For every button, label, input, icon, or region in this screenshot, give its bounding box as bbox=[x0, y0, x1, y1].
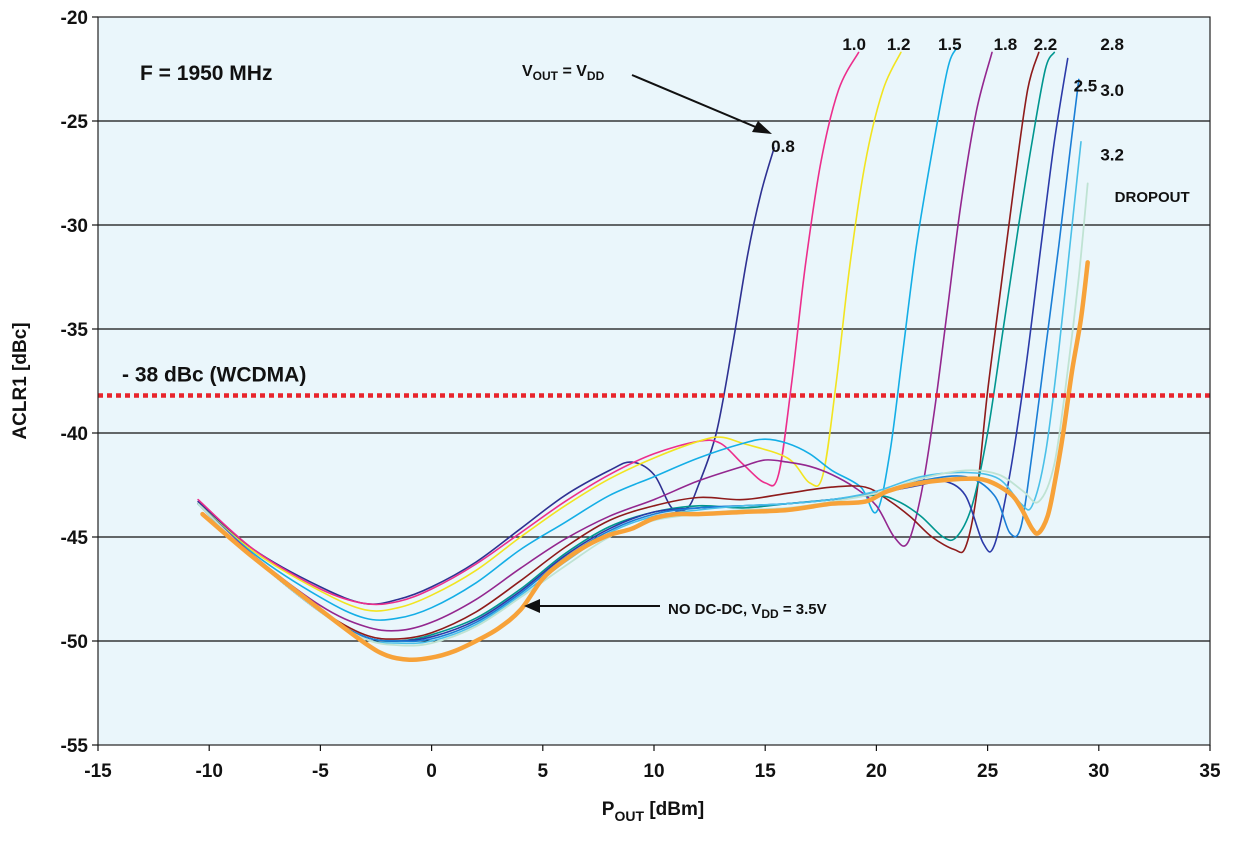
series-line-2 bbox=[197, 51, 902, 612]
vout-annotation: VOUT = VDD bbox=[522, 63, 605, 83]
vout-sub-out: OUT bbox=[533, 69, 559, 83]
x-axis-title: POUT [dBm] bbox=[602, 799, 704, 824]
series-lines bbox=[197, 47, 1090, 663]
series-label-1: 1.0 bbox=[842, 35, 866, 54]
y-tick-label-4: -40 bbox=[61, 424, 88, 445]
limit-line-label: - 38 dBc (WCDMA) bbox=[122, 364, 306, 387]
series-label-0: 0.8 bbox=[771, 137, 795, 156]
frequency-annotation: F = 1950 MHz bbox=[140, 62, 272, 85]
series-label-7: 2.8 bbox=[1100, 35, 1124, 54]
series-label-2: 1.2 bbox=[887, 35, 911, 54]
nodcdc-annotation: NO DC-DC, VDD = 3.5V bbox=[668, 601, 827, 621]
y-tick-label-6: -50 bbox=[61, 632, 88, 653]
series-label-8: 3.0 bbox=[1100, 81, 1124, 100]
series-label-4: 1.8 bbox=[994, 35, 1018, 54]
x-tick-label-10: 35 bbox=[1199, 761, 1221, 782]
y-tick-label-7: -55 bbox=[61, 736, 89, 757]
series-line-5 bbox=[197, 51, 1040, 640]
grid-lines bbox=[98, 120, 1210, 642]
x-tick-label-2: -5 bbox=[312, 761, 329, 782]
x-tick-label-9: 30 bbox=[1088, 761, 1109, 782]
series-label-3: 1.5 bbox=[938, 35, 962, 54]
series-line-1 bbox=[197, 51, 860, 606]
limit-layer: - 38 dBc (WCDMA) bbox=[98, 364, 1210, 398]
series-label-9: 3.2 bbox=[1100, 145, 1124, 164]
x-tick-label-7: 20 bbox=[866, 761, 887, 782]
x-tick-label-6: 15 bbox=[755, 761, 777, 782]
y-tick-label-1: -25 bbox=[61, 112, 89, 133]
x-tick-label-8: 25 bbox=[977, 761, 999, 782]
x-axis-title-unit: [dBm] bbox=[644, 799, 704, 820]
vout-eq: = V bbox=[558, 63, 587, 80]
x-tick-label-3: 0 bbox=[426, 761, 437, 782]
vout-v1: V bbox=[522, 63, 533, 80]
x-tick-label-0: -15 bbox=[84, 761, 112, 782]
vout-sub-dd: DD bbox=[587, 69, 605, 83]
y-tick-label-3: -35 bbox=[61, 320, 89, 341]
nodcdc-t1: NO DC-DC, V bbox=[668, 601, 761, 618]
x-tick-label-5: 10 bbox=[643, 761, 664, 782]
x-tick-label-1: -10 bbox=[195, 761, 222, 782]
series-label-5: 2.2 bbox=[1034, 35, 1058, 54]
series-label-6: 2.5 bbox=[1074, 77, 1098, 96]
series-line-4 bbox=[197, 51, 993, 632]
series-labels: 0.8 1.0 1.2 1.5 1.8 2.2 2.5 2.8 3.0 3.2 DROPOUT bbox=[771, 35, 1190, 206]
nodcdc-arrow bbox=[524, 599, 660, 613]
y-axis-title: ACLR1 [dBc] bbox=[10, 322, 31, 439]
nodcdc-sub-dd: DD bbox=[761, 607, 779, 621]
series-line-11 bbox=[200, 260, 1090, 663]
series-line-3 bbox=[197, 47, 958, 621]
y-tick-label-0: -20 bbox=[61, 8, 88, 29]
series-line-9 bbox=[197, 141, 1082, 645]
series-label-10: DROPOUT bbox=[1115, 189, 1190, 206]
y-tick-label-2: -30 bbox=[61, 216, 88, 237]
x-axis-title-sub: OUT bbox=[614, 808, 644, 824]
nodcdc-t2: = 3.5V bbox=[779, 601, 827, 618]
axis-ticks: -20-25-30-35-40-45-50-55-15 -10 -5 0 5 10 15 20… bbox=[61, 8, 1221, 782]
x-axis-title-main: P bbox=[602, 799, 615, 820]
x-tick-label-4: 5 bbox=[538, 761, 549, 782]
y-tick-label-5: -45 bbox=[61, 528, 89, 549]
vout-arrow bbox=[631, 74, 772, 134]
